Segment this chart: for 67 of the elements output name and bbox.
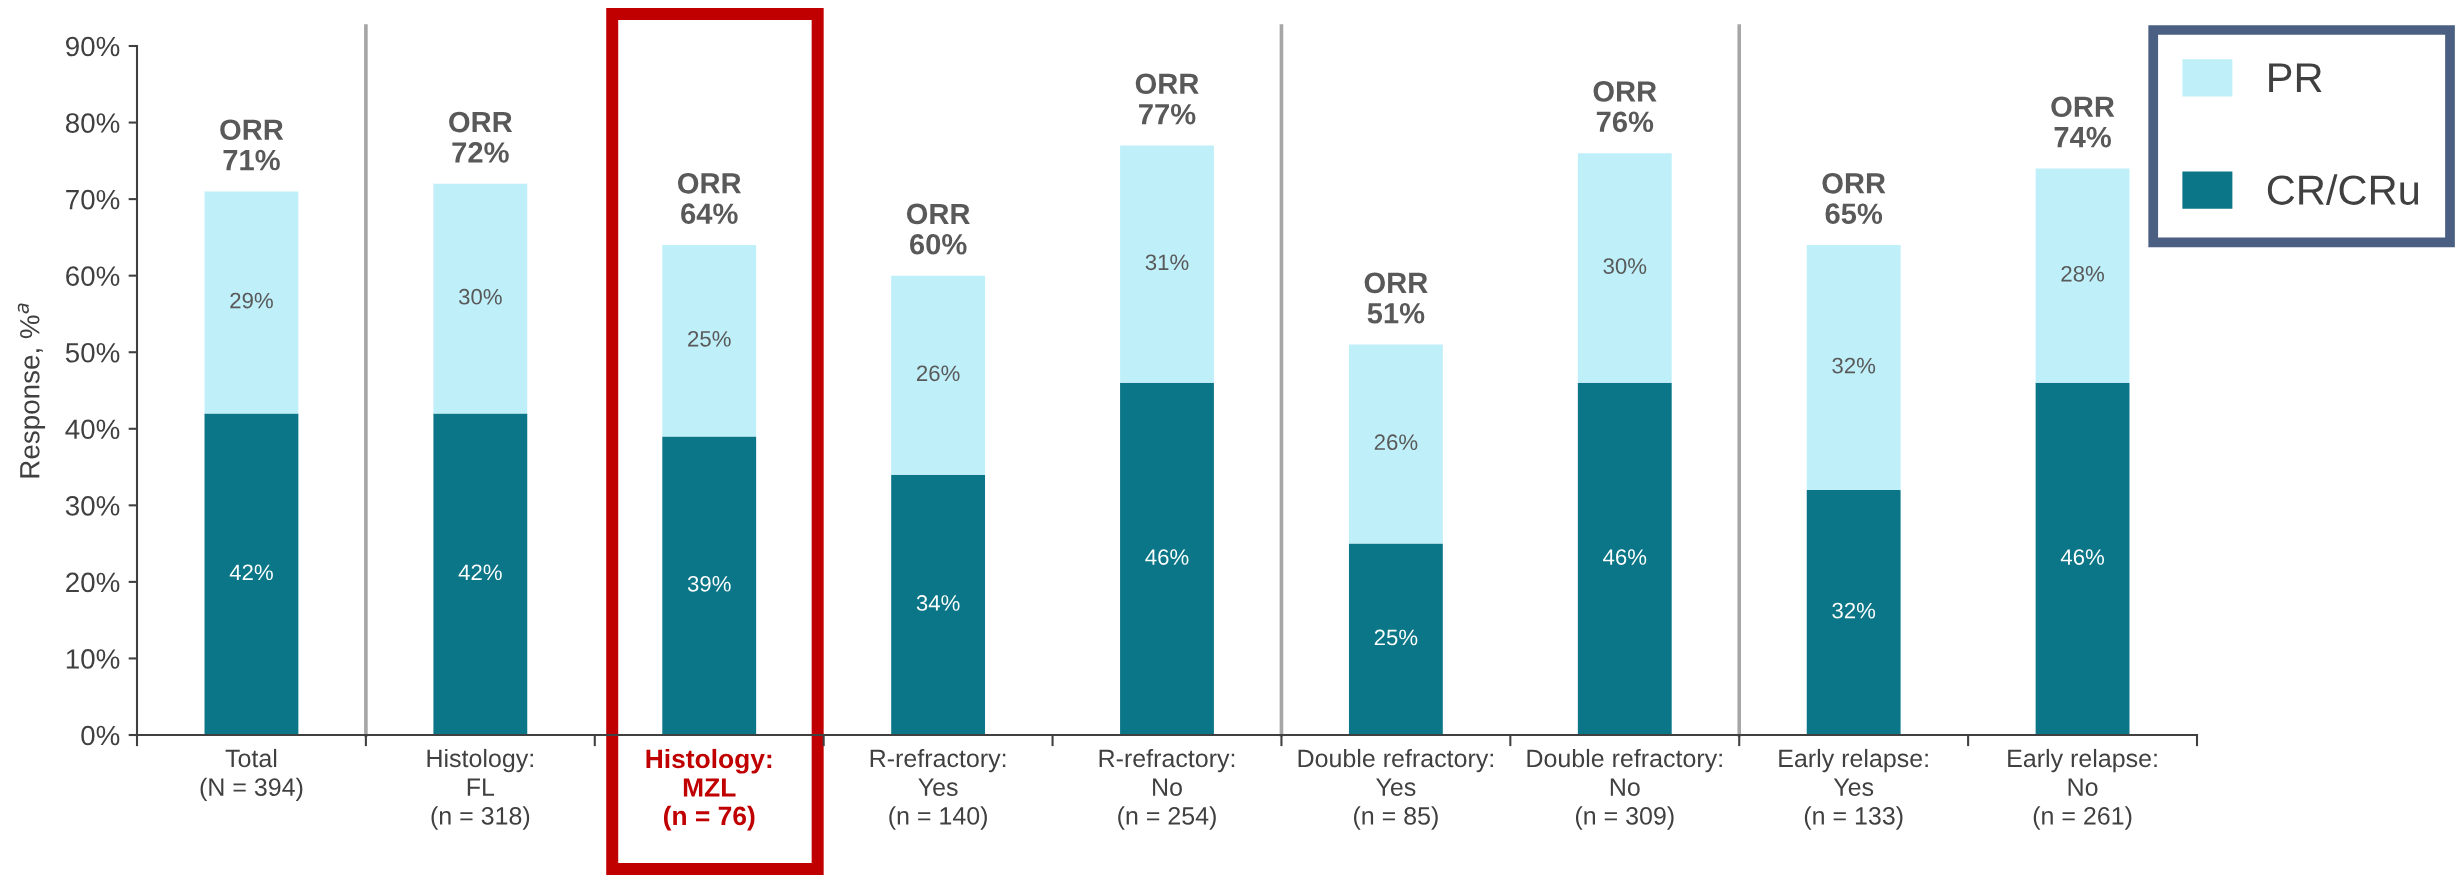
total-label: ORR 77% — [1135, 73, 1199, 125]
data-label: 31% — [1145, 254, 1189, 271]
bar — [1348, 543, 1443, 735]
bar — [2035, 168, 2130, 383]
bar — [204, 413, 299, 735]
data-label: 46% — [1145, 549, 1189, 565]
y-tick-label: 10% — [66, 649, 120, 669]
total-label: ORR 71% — [220, 119, 284, 171]
x-tick-label: Double refractory: Yes (n = 85) — [1298, 748, 1493, 830]
data-label: 39% — [687, 575, 731, 592]
data-label: 32% — [1832, 602, 1876, 619]
x-tick-label: Histology: FL (n = 318) — [427, 748, 533, 830]
y-tick-label: 70% — [66, 189, 120, 210]
y-tick-label: 80% — [65, 113, 120, 133]
bar — [1806, 490, 1901, 735]
y-tick-label: 60% — [66, 266, 120, 287]
total-label: ORR 72% — [449, 111, 513, 163]
bar — [2035, 382, 2130, 735]
data-label: 25% — [688, 330, 731, 347]
bar — [891, 474, 986, 735]
y-tick-label: 40% — [65, 419, 120, 440]
x-tick-label: Early relapse: Yes (n = 133) — [1779, 748, 1928, 830]
bar — [433, 413, 528, 735]
bar — [1806, 245, 1901, 491]
data-label: 42% — [458, 564, 502, 581]
data-label: 25% — [1374, 629, 1418, 646]
data-label: 32% — [1832, 357, 1876, 374]
total-label: ORR 60% — [906, 203, 970, 255]
y-tick-label: 0% — [81, 725, 120, 746]
total-label: ORR 65% — [1822, 172, 1886, 224]
bar — [1120, 145, 1214, 383]
y-tick-label: 20% — [66, 572, 120, 593]
x-tick-label: R-refractory: Yes (n = 140) — [870, 748, 1006, 830]
bar — [433, 183, 528, 414]
bar — [1577, 382, 1672, 735]
x-tick-label: Total (N = 394) — [200, 748, 303, 801]
data-label: 26% — [916, 365, 960, 382]
data-label: 42% — [229, 564, 273, 581]
bar — [662, 436, 757, 735]
legend-label: CR/CRu — [2267, 174, 2419, 205]
data-label: 29% — [230, 292, 273, 309]
data-label: 46% — [2060, 549, 2104, 565]
bar — [662, 245, 757, 437]
legend-label: PR — [2269, 63, 2322, 93]
total-label: ORR 51% — [1364, 272, 1428, 324]
bar — [204, 191, 299, 414]
data-label: 26% — [1374, 434, 1418, 451]
data-label: 46% — [1603, 549, 1647, 565]
y-tick-label: 90% — [66, 36, 120, 57]
x-tick-label: R-refractory: No (n = 254) — [1099, 748, 1235, 830]
bar — [1120, 382, 1214, 735]
data-label: 28% — [2061, 265, 2104, 282]
x-tick-label: Early relapse: No (n = 261) — [2008, 748, 2157, 830]
bar — [1577, 153, 1672, 383]
data-label: 34% — [916, 595, 960, 611]
y-tick-label: 50% — [65, 342, 120, 363]
data-label: 30% — [1603, 258, 1647, 274]
bar — [1348, 344, 1443, 544]
y-axis-title: Response, %$^{a}$ — [17, 303, 46, 478]
total-label: ORR 64% — [678, 172, 742, 224]
total-label: ORR 74% — [2051, 96, 2115, 148]
x-tick-label: Double refractory: No (n = 309) — [1527, 748, 1722, 830]
total-label: ORR 76% — [1593, 81, 1657, 133]
bar — [891, 275, 986, 475]
y-tick-label: 30% — [65, 496, 120, 516]
x-tick-label: Histology: MZL (n = 76) — [646, 748, 772, 831]
data-label: 30% — [458, 288, 502, 305]
